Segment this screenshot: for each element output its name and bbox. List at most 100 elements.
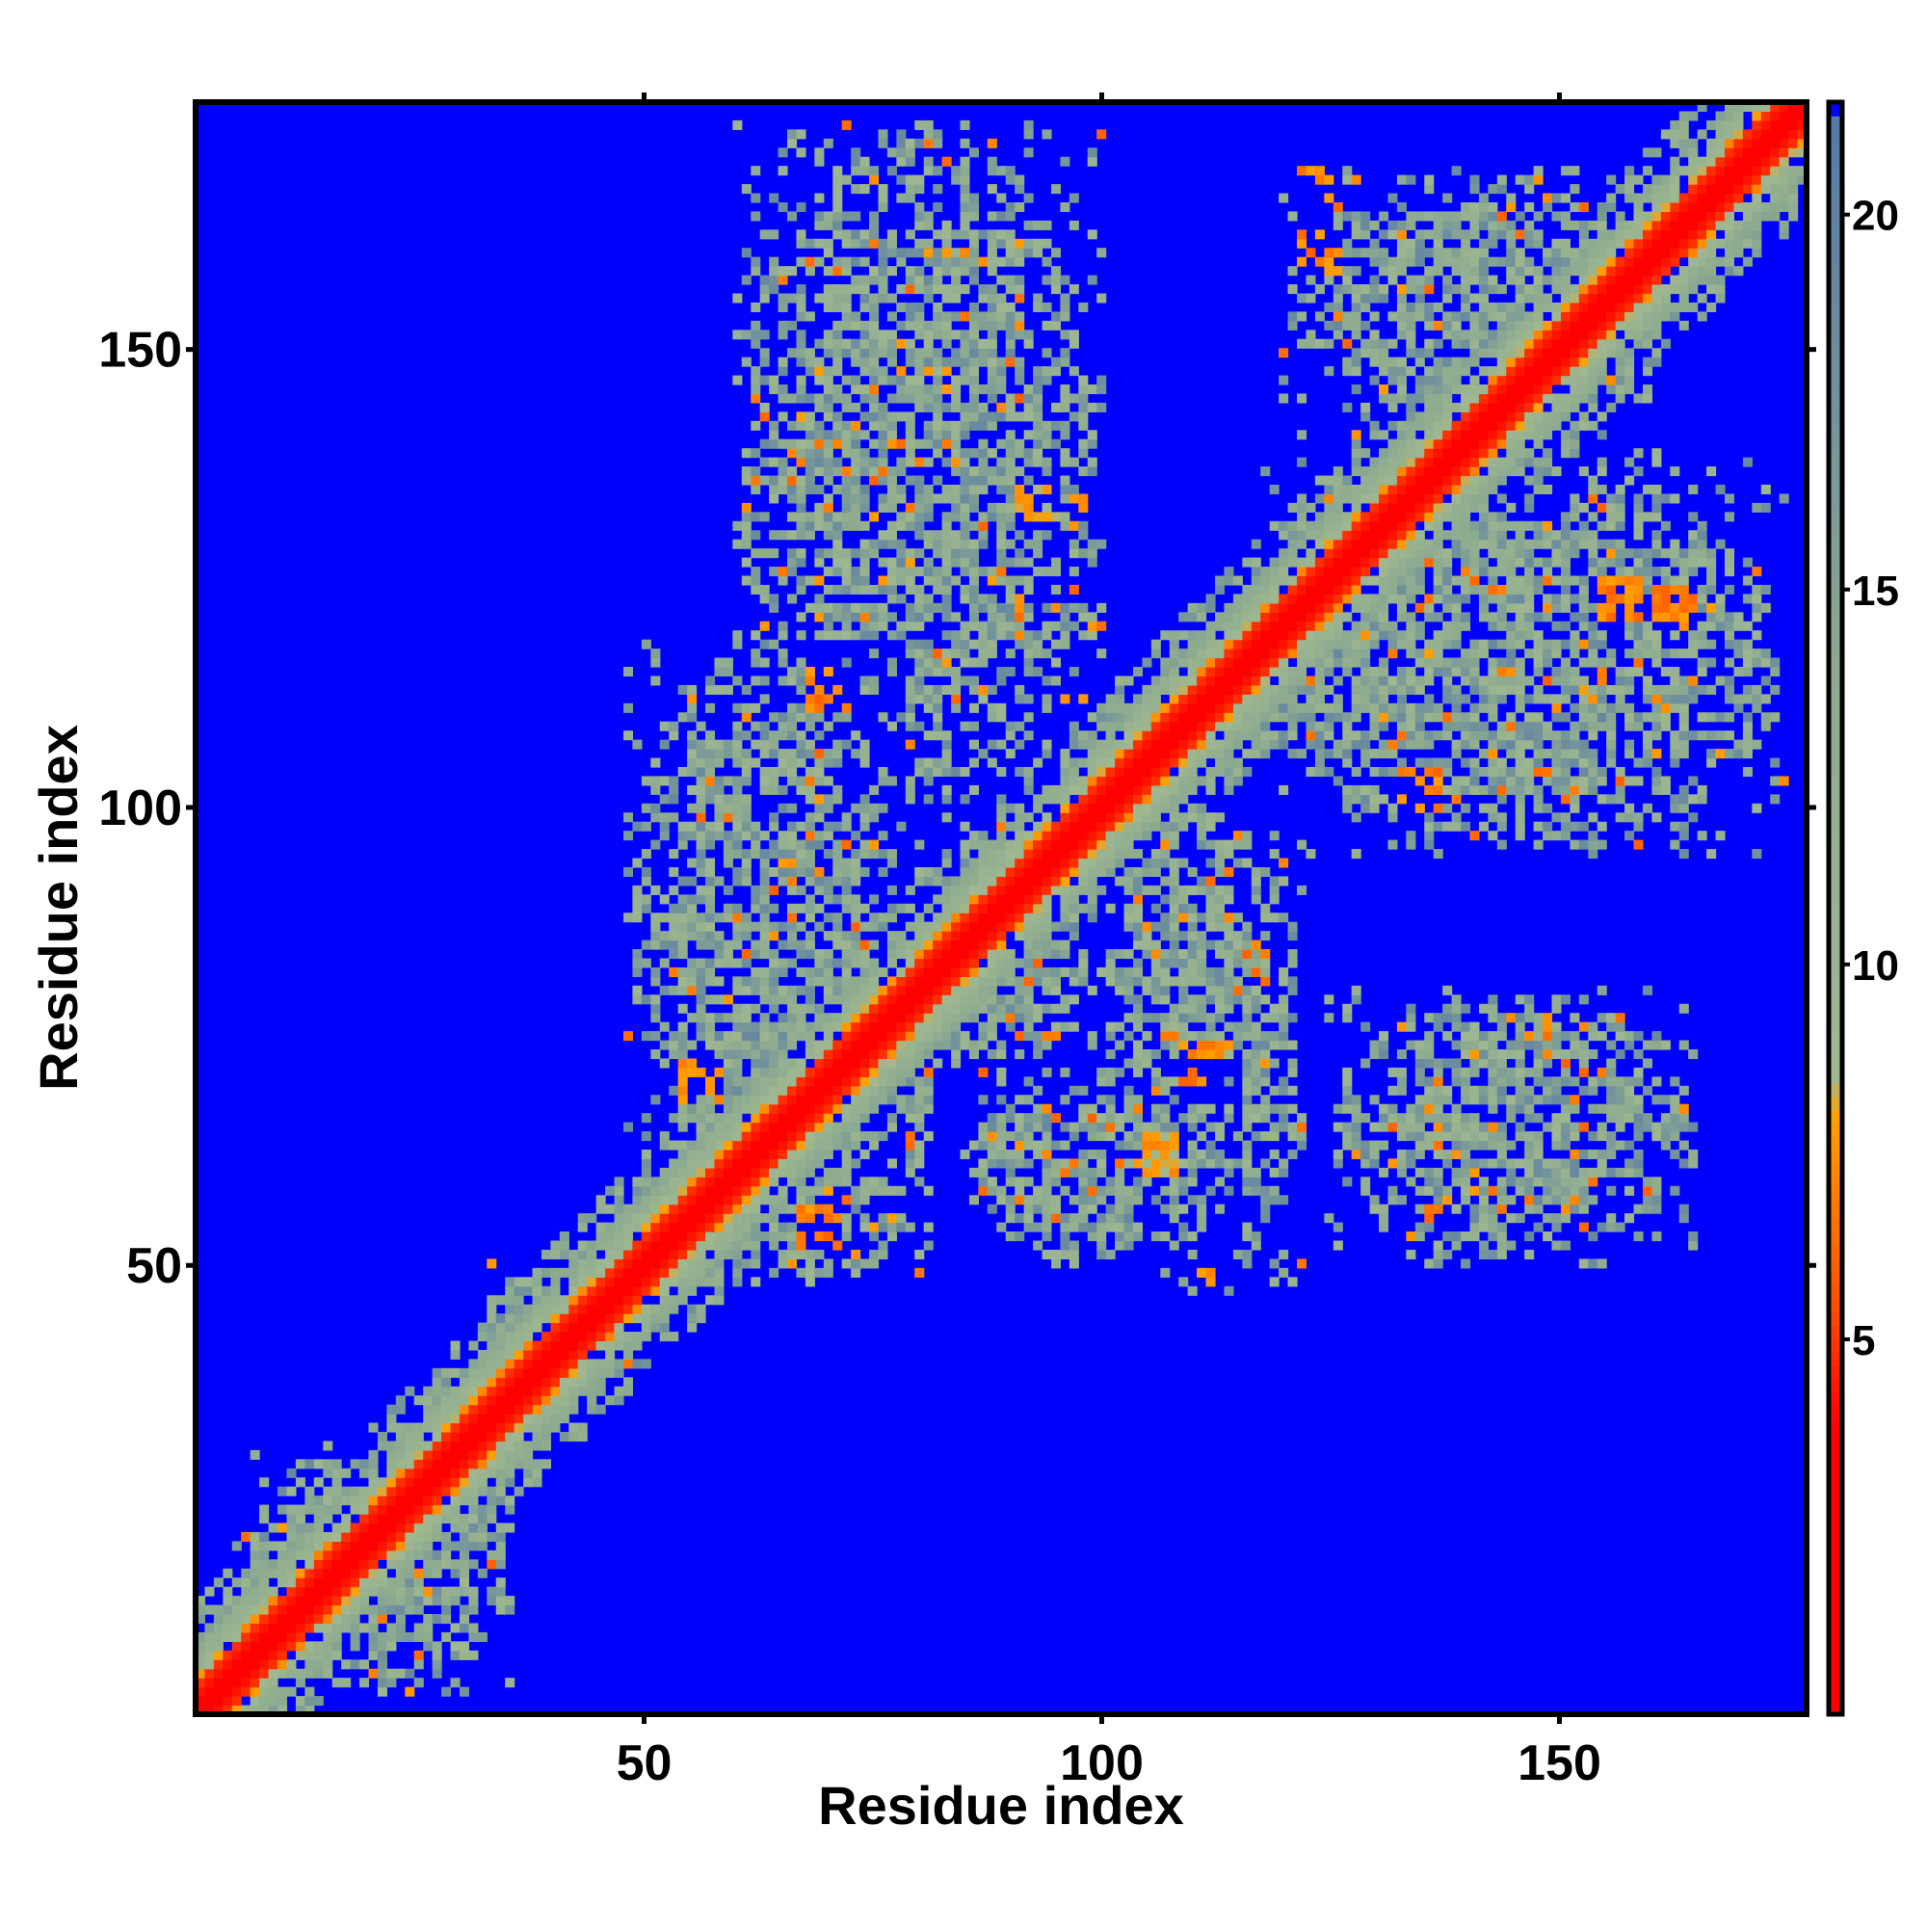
heatmap-cell — [1023, 129, 1034, 140]
heatmap-cell — [1205, 966, 1216, 977]
heatmap-cell — [869, 1003, 880, 1014]
heatmap-cell — [769, 839, 779, 850]
heatmap-cell — [368, 1604, 379, 1615]
heatmap-cell — [286, 1568, 297, 1578]
heatmap-cell — [677, 712, 688, 723]
heatmap-cell — [787, 1113, 798, 1124]
heatmap-cell — [805, 420, 815, 431]
heatmap-cell — [1087, 858, 1097, 868]
heatmap-cell — [1050, 1213, 1061, 1224]
heatmap-cell — [714, 1131, 725, 1142]
heatmap-cell — [778, 757, 788, 768]
heatmap-cell — [814, 831, 825, 841]
heatmap-cell — [487, 1495, 497, 1506]
heatmap-cell — [1050, 311, 1061, 322]
heatmap-cell — [1069, 193, 1079, 203]
heatmap-cell — [1205, 712, 1216, 723]
heatmap-cell — [759, 885, 770, 895]
heatmap-cell — [832, 1067, 843, 1077]
heatmap-cell — [1160, 1149, 1171, 1160]
heatmap-cell — [914, 220, 925, 230]
heatmap-cell — [796, 129, 806, 140]
heatmap-cell — [741, 821, 752, 832]
heatmap-cell — [886, 1113, 897, 1124]
heatmap-cell — [723, 949, 733, 960]
heatmap-cell — [1105, 749, 1116, 759]
heatmap-cell — [477, 1395, 488, 1406]
heatmap-cell — [723, 1158, 733, 1169]
heatmap-cell — [687, 1249, 698, 1259]
heatmap-cell — [341, 1586, 352, 1597]
heatmap-cell — [1150, 639, 1161, 649]
heatmap-cell — [696, 831, 706, 841]
heatmap-cell — [659, 1058, 670, 1069]
heatmap-cell — [759, 348, 770, 358]
heatmap-cell — [1142, 1149, 1152, 1160]
heatmap-cell — [814, 256, 825, 267]
heatmap-cell — [823, 831, 833, 841]
heatmap-cell — [231, 1541, 242, 1551]
heatmap-cell — [933, 302, 943, 312]
heatmap-cell — [1142, 794, 1152, 805]
heatmap-cell — [441, 1422, 452, 1433]
heatmap-cell — [751, 702, 761, 713]
heatmap-cell — [541, 1313, 552, 1324]
heatmap-cell — [1160, 921, 1171, 932]
heatmap-cell — [1069, 784, 1079, 795]
heatmap-cell — [996, 539, 1007, 549]
heatmap-cell — [805, 1049, 815, 1060]
heatmap-cell — [796, 438, 806, 449]
heatmap-cell — [1033, 876, 1043, 887]
heatmap-cell — [978, 293, 989, 304]
heatmap-cell — [796, 1003, 806, 1014]
heatmap-cell — [814, 757, 825, 768]
heatmap-cell — [1033, 839, 1043, 850]
heatmap-cell — [832, 266, 843, 277]
heatmap-cell — [869, 1067, 880, 1077]
heatmap-cell — [259, 1604, 270, 1615]
heatmap-cell — [413, 1486, 424, 1496]
heatmap-cell — [886, 166, 897, 176]
heatmap-cell — [832, 330, 843, 340]
heatmap-cell — [1123, 821, 1134, 832]
heatmap-cell — [814, 612, 825, 622]
heatmap-cell — [978, 1067, 989, 1077]
heatmap-cell — [1142, 931, 1152, 941]
heatmap-cell — [996, 949, 1007, 960]
heatmap-cell — [723, 739, 733, 750]
heatmap-cell — [859, 1058, 870, 1069]
heatmap-cell — [923, 484, 934, 495]
heatmap-cell — [759, 639, 770, 649]
heatmap-cell — [1205, 885, 1216, 895]
heatmap-cell — [823, 1076, 833, 1087]
heatmap-cell — [1187, 1249, 1198, 1259]
heatmap-cell — [896, 1013, 907, 1023]
heatmap-cell — [723, 1149, 733, 1160]
heatmap-cell — [1078, 831, 1089, 841]
heatmap-cell — [769, 784, 779, 795]
heatmap-cell — [769, 1113, 779, 1124]
heatmap-cell — [878, 1095, 888, 1105]
heatmap-cell — [1197, 612, 1207, 622]
heatmap-cell — [1150, 1149, 1161, 1160]
heatmap-cell — [714, 1040, 725, 1050]
heatmap-cell — [751, 1131, 761, 1142]
heatmap-cell — [559, 1431, 569, 1442]
heatmap-cell — [1005, 594, 1016, 604]
heatmap-cell — [568, 1332, 579, 1342]
heatmap-cell — [1205, 766, 1216, 778]
heatmap-cell — [951, 1013, 962, 1023]
heatmap-cell — [423, 1559, 434, 1570]
heatmap-cell — [1132, 1140, 1144, 1151]
heatmap-cell — [1169, 730, 1179, 741]
heatmap-cell — [996, 457, 1007, 467]
heatmap-cell — [778, 803, 788, 813]
heatmap-cell — [523, 1367, 534, 1378]
heatmap-cell — [1050, 940, 1061, 950]
heatmap-cell — [622, 1359, 634, 1369]
heatmap-cell — [841, 584, 852, 595]
heatmap-cell — [1142, 1167, 1152, 1178]
heatmap-cell — [886, 330, 897, 340]
heatmap-cell — [886, 1158, 897, 1169]
heatmap-cell — [514, 1277, 524, 1287]
